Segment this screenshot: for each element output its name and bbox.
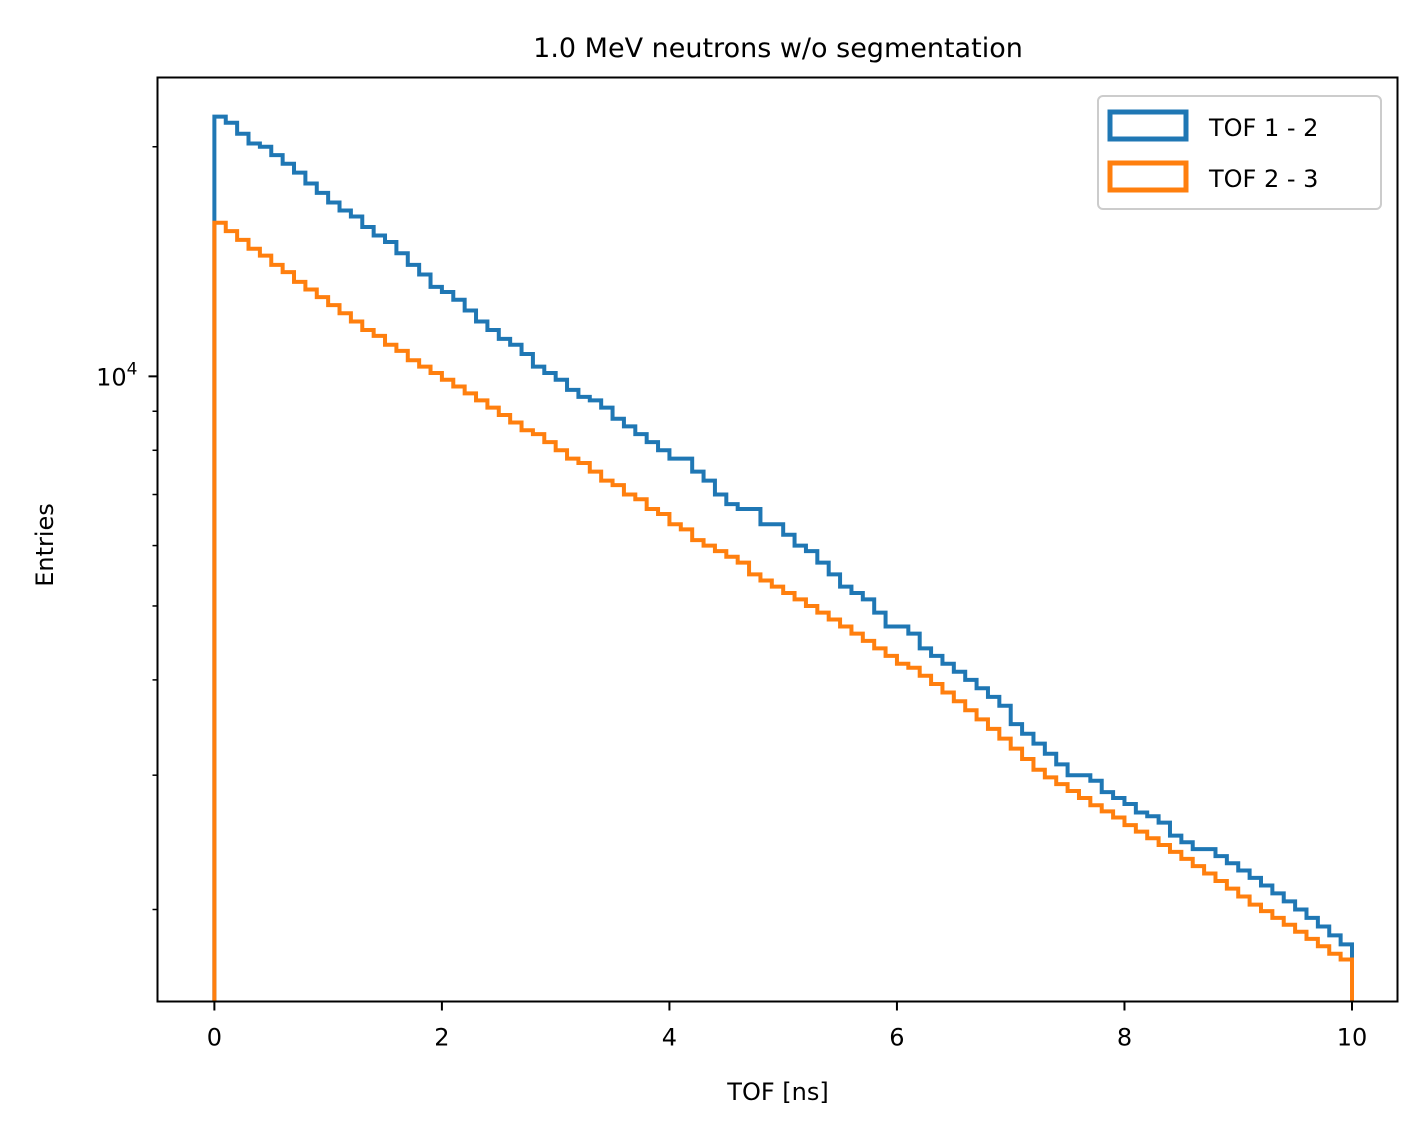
x-tick-label: 6	[889, 1024, 904, 1052]
legend-label-tof-1-2: TOF 1 - 2	[1208, 114, 1318, 142]
plot-frame	[158, 78, 1398, 1002]
legend: TOF 1 - 2 TOF 2 - 3	[1098, 96, 1381, 209]
series-line-tof-1-2	[214, 117, 1352, 1002]
x-tick-label: 2	[434, 1024, 449, 1052]
chart-title: 1.0 MeV neutrons w/o segmentation	[533, 33, 1023, 64]
x-axis: 0 2 4 6 8 10	[207, 1002, 1368, 1052]
x-tick-label: 8	[1117, 1024, 1132, 1052]
y-tick-label: 104	[96, 359, 137, 391]
legend-label-tof-2-3: TOF 2 - 3	[1208, 165, 1318, 193]
series-line-tof-2-3	[214, 223, 1352, 1002]
x-tick-label: 0	[207, 1024, 222, 1052]
x-tick-label: 10	[1337, 1024, 1368, 1052]
x-tick-label: 4	[662, 1024, 677, 1052]
x-axis-label: TOF [ns]	[726, 1078, 828, 1106]
y-axis-label: Entries	[31, 503, 59, 587]
series-layer	[214, 117, 1352, 1002]
y-axis: 104	[96, 147, 157, 910]
